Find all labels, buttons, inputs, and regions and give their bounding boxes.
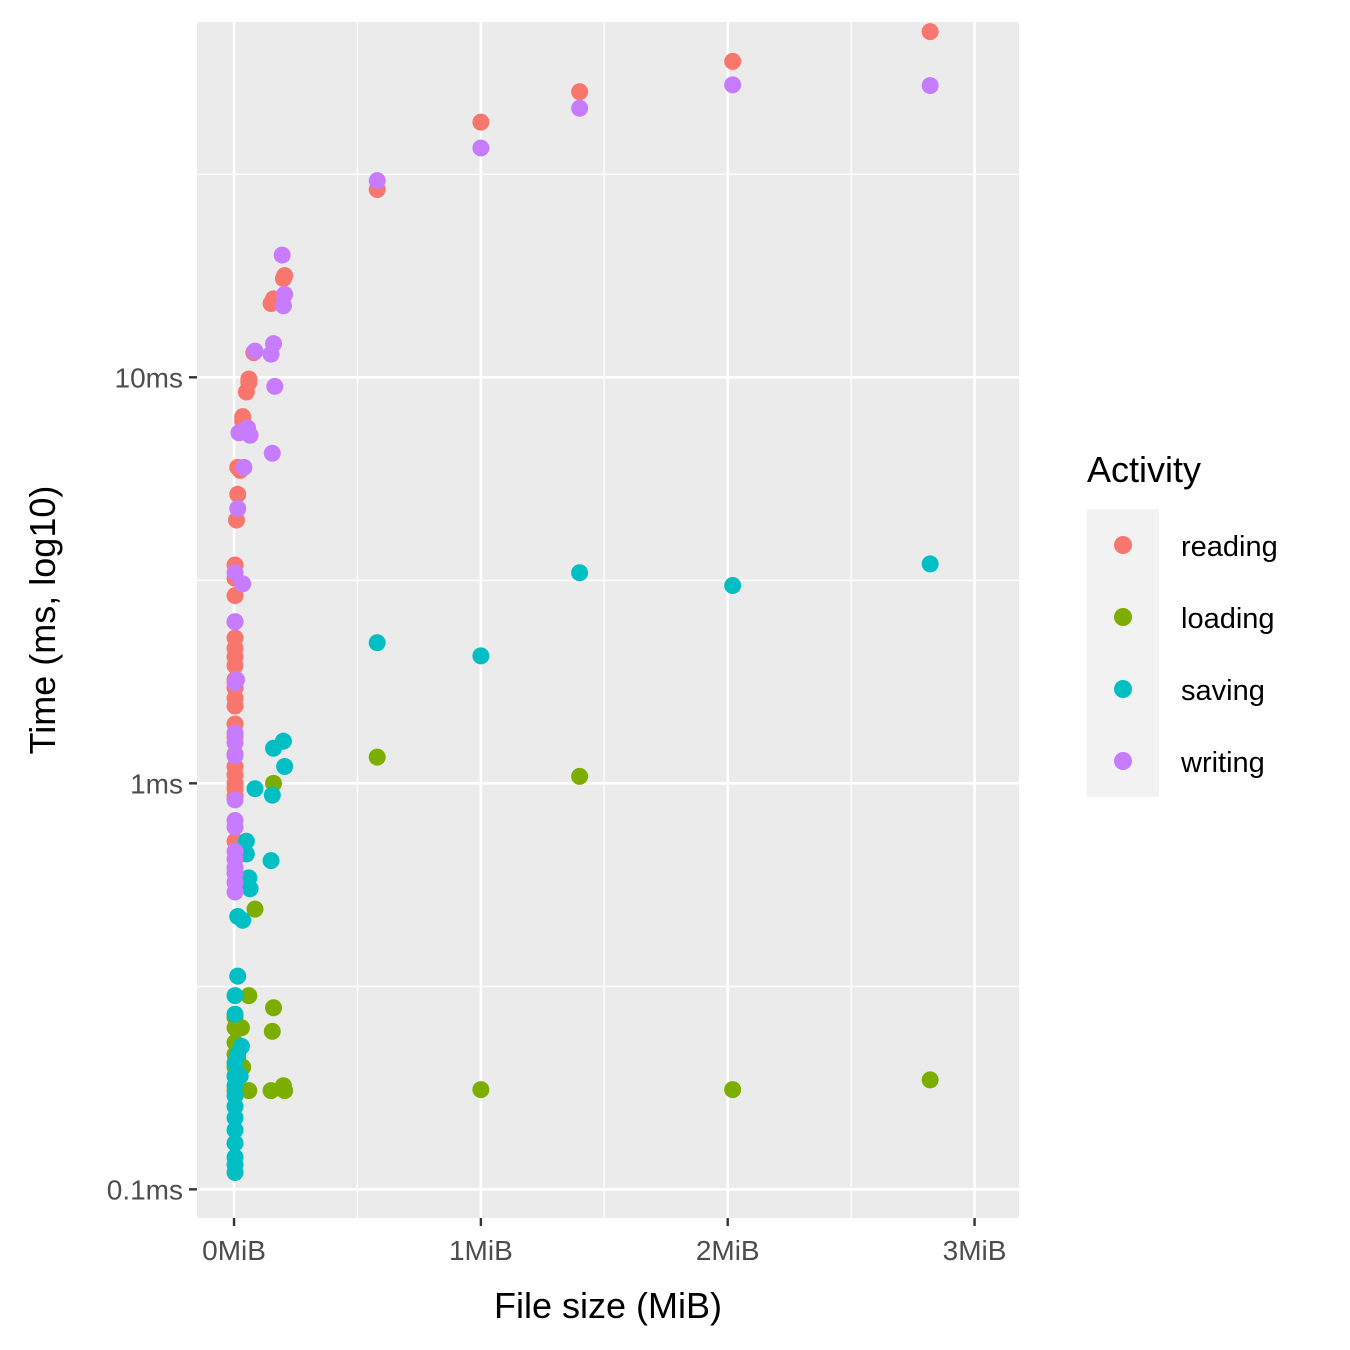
data-point-reading bbox=[240, 374, 258, 392]
data-point-writing bbox=[368, 172, 386, 190]
data-point-writing bbox=[226, 613, 244, 631]
data-point-writing bbox=[227, 671, 245, 689]
data-point-loading bbox=[368, 748, 386, 766]
legend-label-writing: writing bbox=[1180, 747, 1265, 779]
data-point-saving bbox=[724, 577, 742, 595]
data-point-writing bbox=[226, 791, 244, 809]
y-tick-label: 1ms bbox=[130, 768, 183, 799]
data-point-writing bbox=[226, 811, 244, 829]
data-point-saving bbox=[231, 1067, 249, 1085]
data-point-saving bbox=[226, 987, 244, 1005]
legend: Activity reading loading saving writing bbox=[1087, 449, 1278, 797]
y-axis: 0.1ms 1ms 10ms bbox=[107, 362, 197, 1205]
data-point-writing bbox=[273, 246, 291, 264]
data-point-reading bbox=[229, 485, 247, 503]
data-point-writing bbox=[226, 724, 244, 742]
legend-key-loading bbox=[1114, 608, 1132, 626]
legend-key-background bbox=[1087, 509, 1159, 797]
x-tick-label: 3MiB bbox=[943, 1235, 1007, 1266]
data-point-reading bbox=[724, 52, 742, 70]
data-point-loading bbox=[263, 1022, 281, 1040]
data-point-loading bbox=[240, 987, 258, 1005]
legend-key-saving bbox=[1114, 680, 1132, 698]
data-point-loading bbox=[571, 767, 589, 785]
legend-label-saving: saving bbox=[1181, 675, 1265, 707]
legend-title: Activity bbox=[1087, 449, 1201, 490]
data-point-writing bbox=[276, 285, 294, 303]
x-axis: 0MiB 1MiB 2MiB 3MiB bbox=[202, 1218, 1006, 1266]
data-point-writing bbox=[571, 99, 589, 117]
data-point-loading bbox=[232, 1019, 250, 1037]
data-point-writing bbox=[472, 139, 490, 157]
x-tick-label: 0MiB bbox=[202, 1235, 266, 1266]
data-point-saving bbox=[229, 967, 247, 985]
x-tick-label: 2MiB bbox=[696, 1235, 760, 1266]
data-point-writing bbox=[229, 500, 247, 518]
data-point-saving bbox=[232, 1037, 250, 1055]
data-point-loading bbox=[246, 900, 264, 918]
legend-label-loading: loading bbox=[1181, 603, 1275, 635]
data-point-writing bbox=[921, 77, 939, 95]
data-point-reading bbox=[921, 23, 939, 41]
data-point-loading bbox=[921, 1071, 939, 1089]
data-point-writing bbox=[241, 426, 259, 444]
data-point-reading bbox=[571, 83, 589, 101]
data-point-saving bbox=[921, 555, 939, 573]
data-point-loading bbox=[265, 999, 283, 1017]
x-axis-title: File size (MiB) bbox=[494, 1285, 722, 1326]
data-point-writing bbox=[246, 342, 264, 360]
data-point-saving bbox=[226, 1005, 244, 1023]
data-point-writing bbox=[226, 747, 244, 765]
plot-panel bbox=[197, 22, 1019, 1218]
data-point-saving bbox=[262, 852, 280, 870]
data-point-loading bbox=[240, 1082, 258, 1100]
data-point-writing bbox=[263, 444, 281, 462]
data-point-writing bbox=[724, 76, 742, 94]
y-tick-label: 10ms bbox=[115, 362, 183, 393]
data-point-saving bbox=[263, 786, 281, 804]
data-point-saving bbox=[241, 880, 259, 898]
data-point-saving bbox=[276, 758, 294, 776]
data-point-saving bbox=[234, 911, 252, 929]
data-point-writing bbox=[265, 335, 283, 353]
legend-items: reading loading saving writing bbox=[1114, 531, 1278, 779]
data-point-writing bbox=[234, 575, 252, 593]
data-point-reading bbox=[276, 267, 294, 285]
data-point-writing bbox=[266, 377, 284, 395]
data-point-saving bbox=[226, 1148, 244, 1166]
legend-label-reading: reading bbox=[1181, 531, 1278, 563]
data-point-saving bbox=[368, 634, 386, 652]
y-tick-label: 0.1ms bbox=[107, 1174, 183, 1205]
data-point-saving bbox=[246, 780, 264, 798]
data-point-saving bbox=[571, 564, 589, 582]
data-point-reading bbox=[226, 629, 244, 647]
legend-key-reading bbox=[1114, 536, 1132, 554]
data-point-loading bbox=[472, 1081, 490, 1099]
data-point-saving bbox=[274, 732, 292, 750]
data-point-writing bbox=[226, 842, 244, 860]
data-point-saving bbox=[226, 1121, 244, 1139]
data-point-reading bbox=[472, 113, 490, 131]
data-point-saving bbox=[472, 647, 490, 665]
data-point-saving bbox=[226, 1134, 244, 1152]
x-tick-label: 1MiB bbox=[449, 1235, 513, 1266]
data-points bbox=[226, 23, 939, 1182]
legend-key-writing bbox=[1114, 752, 1132, 770]
y-axis-title: Time (ms, log10) bbox=[22, 486, 63, 755]
data-point-loading bbox=[276, 1082, 294, 1100]
data-point-writing bbox=[235, 458, 253, 476]
data-point-saving bbox=[237, 832, 255, 850]
data-point-loading bbox=[724, 1081, 742, 1099]
grid-minor bbox=[197, 22, 1019, 1218]
